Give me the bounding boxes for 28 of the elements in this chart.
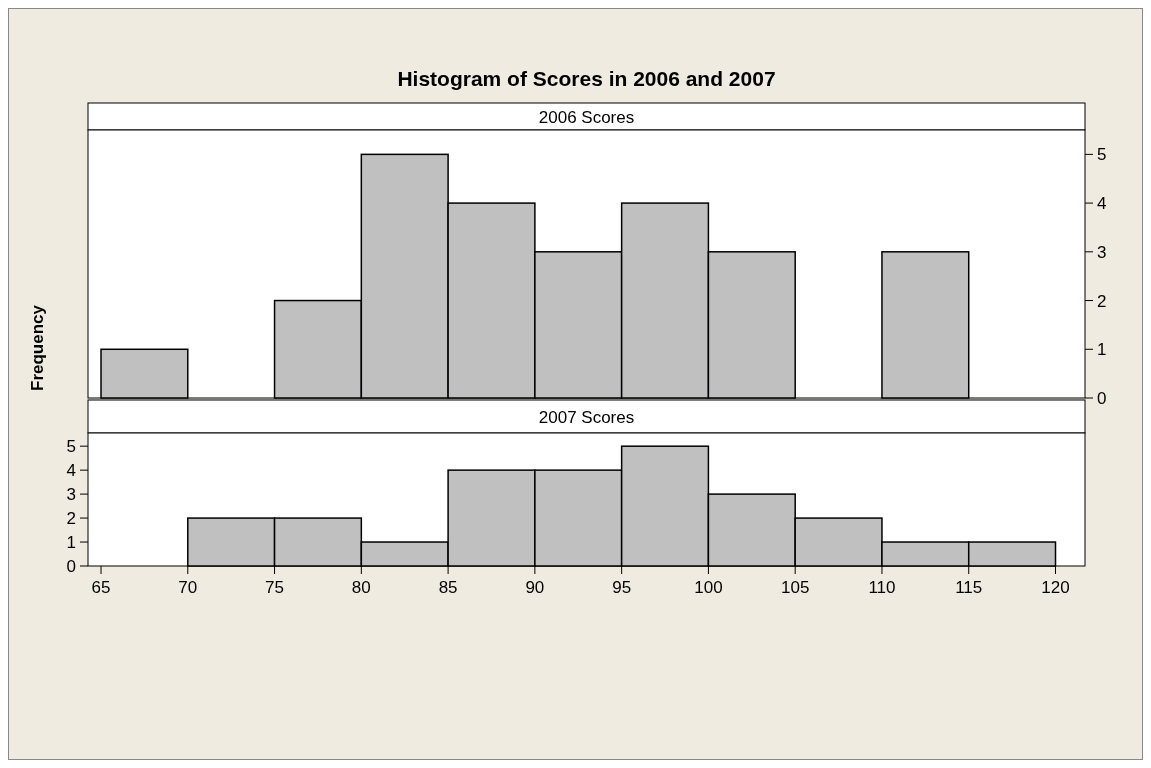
y-axis-title: Frequency bbox=[28, 304, 47, 391]
y-tick-label: 4 bbox=[66, 461, 76, 481]
chart-subtitle: 2006 Scores bbox=[538, 107, 635, 127]
x-tick-label: 80 bbox=[351, 578, 371, 597]
x-tick-label: 75 bbox=[265, 578, 285, 597]
y-tick-label: 5 bbox=[1097, 145, 1107, 165]
x-tick-label: 95 bbox=[612, 578, 632, 597]
x-tick-label: 65 bbox=[91, 578, 111, 597]
y-tick-label: 3 bbox=[1097, 242, 1107, 262]
x-tick-label: 105 bbox=[781, 578, 810, 597]
y-tick-label: 5 bbox=[66, 437, 76, 457]
x-tick-label: 110 bbox=[868, 578, 896, 597]
y-tick-label: 2 bbox=[1097, 291, 1107, 311]
x-tick-label: 115 bbox=[955, 578, 983, 597]
chart-subtitle: 2007 Scores bbox=[538, 407, 635, 427]
x-tick-label: 85 bbox=[438, 578, 458, 597]
x-tick-label: 100 bbox=[694, 578, 723, 597]
y-tick-label: 3 bbox=[66, 485, 76, 505]
y-tick-label: 1 bbox=[66, 533, 76, 553]
y-tick-label: 2 bbox=[66, 509, 76, 529]
x-tick-label: 70 bbox=[178, 578, 198, 597]
y-tick-label: 0 bbox=[66, 557, 76, 576]
chart-title: Histogram of Scores in 2006 and 2007 bbox=[397, 67, 776, 90]
y-tick-label: 1 bbox=[1097, 340, 1107, 360]
y-tick-label: 0 bbox=[1097, 389, 1107, 408]
x-tick-label: 120 bbox=[1041, 578, 1070, 597]
x-tick-label: 90 bbox=[525, 578, 545, 597]
y-tick-label: 4 bbox=[1097, 194, 1107, 214]
